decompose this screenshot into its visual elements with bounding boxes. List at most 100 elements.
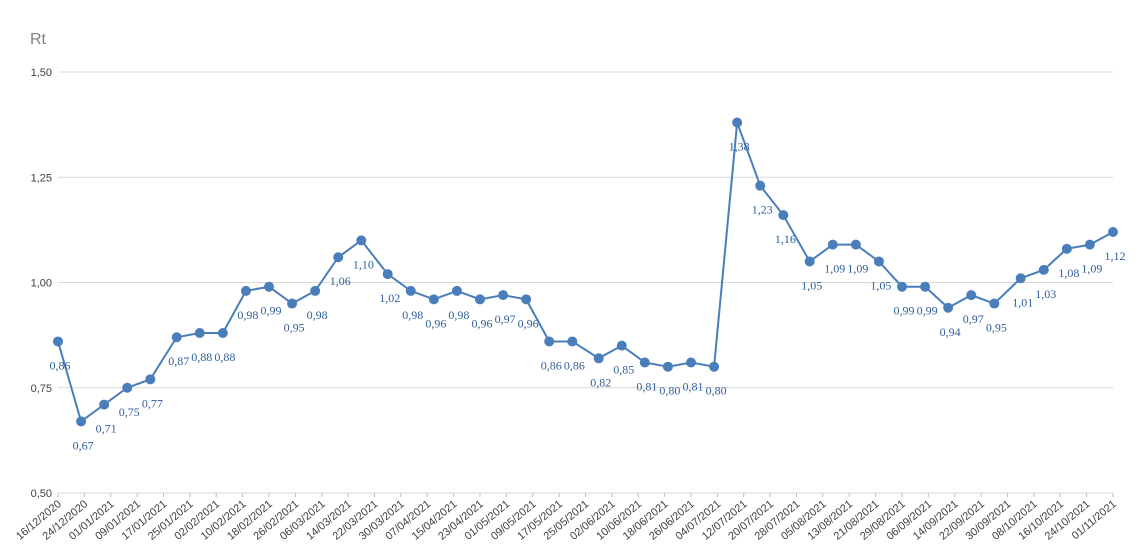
data-label: 1,03: [1035, 287, 1056, 301]
data-label: 0,85: [613, 363, 634, 377]
data-label: 1,05: [801, 278, 822, 292]
data-label: 0,98: [237, 308, 258, 322]
data-label: 0,86: [50, 358, 71, 372]
data-label: 1,09: [1081, 262, 1102, 276]
data-label: 0,97: [495, 312, 516, 326]
point: [709, 361, 720, 372]
point: [966, 290, 977, 301]
point: [567, 336, 578, 347]
y-axis-title: Rt: [30, 31, 47, 48]
point: [943, 302, 954, 313]
point: [99, 399, 110, 410]
data-label: 0,98: [448, 308, 469, 322]
point: [1108, 226, 1118, 237]
data-label: 0,96: [425, 316, 446, 330]
point: [122, 382, 133, 393]
point: [827, 239, 838, 250]
data-label: 0,67: [73, 438, 94, 452]
data-label: 0,87: [168, 354, 189, 368]
point: [616, 340, 627, 351]
data-label: 0,88: [214, 350, 235, 364]
data-label: 1,10: [353, 257, 374, 271]
point: [405, 285, 416, 296]
point: [287, 298, 298, 309]
point: [1084, 239, 1095, 250]
data-label: 0,99: [261, 304, 282, 318]
data-label: 0,99: [917, 304, 938, 318]
point: [1015, 273, 1026, 284]
point: [989, 298, 1000, 309]
point: [897, 281, 907, 292]
point: [76, 416, 87, 427]
data-label: 1,12: [1105, 249, 1126, 263]
point: [732, 117, 743, 128]
point: [521, 294, 532, 305]
point: [686, 357, 696, 368]
point: [498, 290, 509, 301]
data-label: 1,09: [824, 262, 845, 276]
data-label: 1,06: [330, 274, 351, 288]
data-label: 0,96: [518, 316, 539, 330]
data-label: 0,86: [564, 358, 585, 372]
point: [1061, 243, 1072, 254]
point: [382, 269, 393, 280]
point: [428, 294, 439, 305]
data-label: 0,82: [590, 375, 611, 389]
data-label: 1,38: [729, 140, 750, 154]
point: [333, 252, 344, 263]
data-label: 0,81: [683, 379, 704, 393]
data-label: 1,01: [1012, 295, 1033, 309]
data-label: 1,02: [379, 291, 400, 305]
data-label: 0,77: [142, 396, 163, 410]
point: [1038, 264, 1049, 275]
data-label: 0,94: [940, 325, 961, 339]
data-label: 0,88: [191, 350, 212, 364]
y-tick-label: 1,00: [31, 278, 52, 290]
data-label: 1,09: [847, 262, 868, 276]
point: [451, 285, 462, 296]
data-label: 0,80: [659, 384, 680, 398]
y-tick-label: 0,75: [31, 383, 52, 395]
data-label: 1,16: [775, 232, 796, 246]
point: [475, 294, 485, 305]
point: [755, 180, 766, 191]
data-label: 0,81: [636, 379, 657, 393]
y-tick-label: 0,50: [31, 488, 52, 500]
data-label: 0,96: [472, 316, 493, 330]
point: [804, 256, 815, 267]
data-label: 0,99: [894, 304, 915, 318]
data-label: 1,23: [752, 203, 773, 217]
point: [920, 281, 931, 292]
data-label: 1,05: [870, 278, 891, 292]
point: [145, 374, 156, 385]
point: [850, 239, 861, 250]
series-line: [57, 122, 1114, 424]
point: [171, 332, 182, 343]
y-tick-label: 1,25: [31, 172, 52, 184]
data-label: 0,86: [541, 358, 562, 372]
point: [873, 256, 884, 267]
point: [264, 281, 274, 292]
point: [217, 328, 228, 339]
data-label: 0,80: [706, 384, 727, 398]
point: [310, 285, 321, 296]
point: [544, 336, 555, 347]
point: [662, 361, 673, 372]
data-label: 1,08: [1058, 266, 1079, 280]
data-label: 0,71: [96, 422, 117, 436]
data-label: 0,95: [986, 321, 1007, 335]
point: [778, 210, 789, 221]
data-label: 0,98: [402, 308, 423, 322]
data-label: 0,75: [119, 405, 140, 419]
point: [194, 328, 205, 339]
data-label: 0,98: [307, 308, 328, 322]
data-label: 0,97: [963, 312, 984, 326]
point: [593, 353, 604, 364]
point: [639, 357, 650, 368]
point: [53, 336, 63, 347]
point: [356, 235, 367, 246]
data-label: 0,95: [284, 321, 305, 335]
y-tick-label: 1,50: [31, 67, 52, 79]
point: [240, 285, 251, 296]
